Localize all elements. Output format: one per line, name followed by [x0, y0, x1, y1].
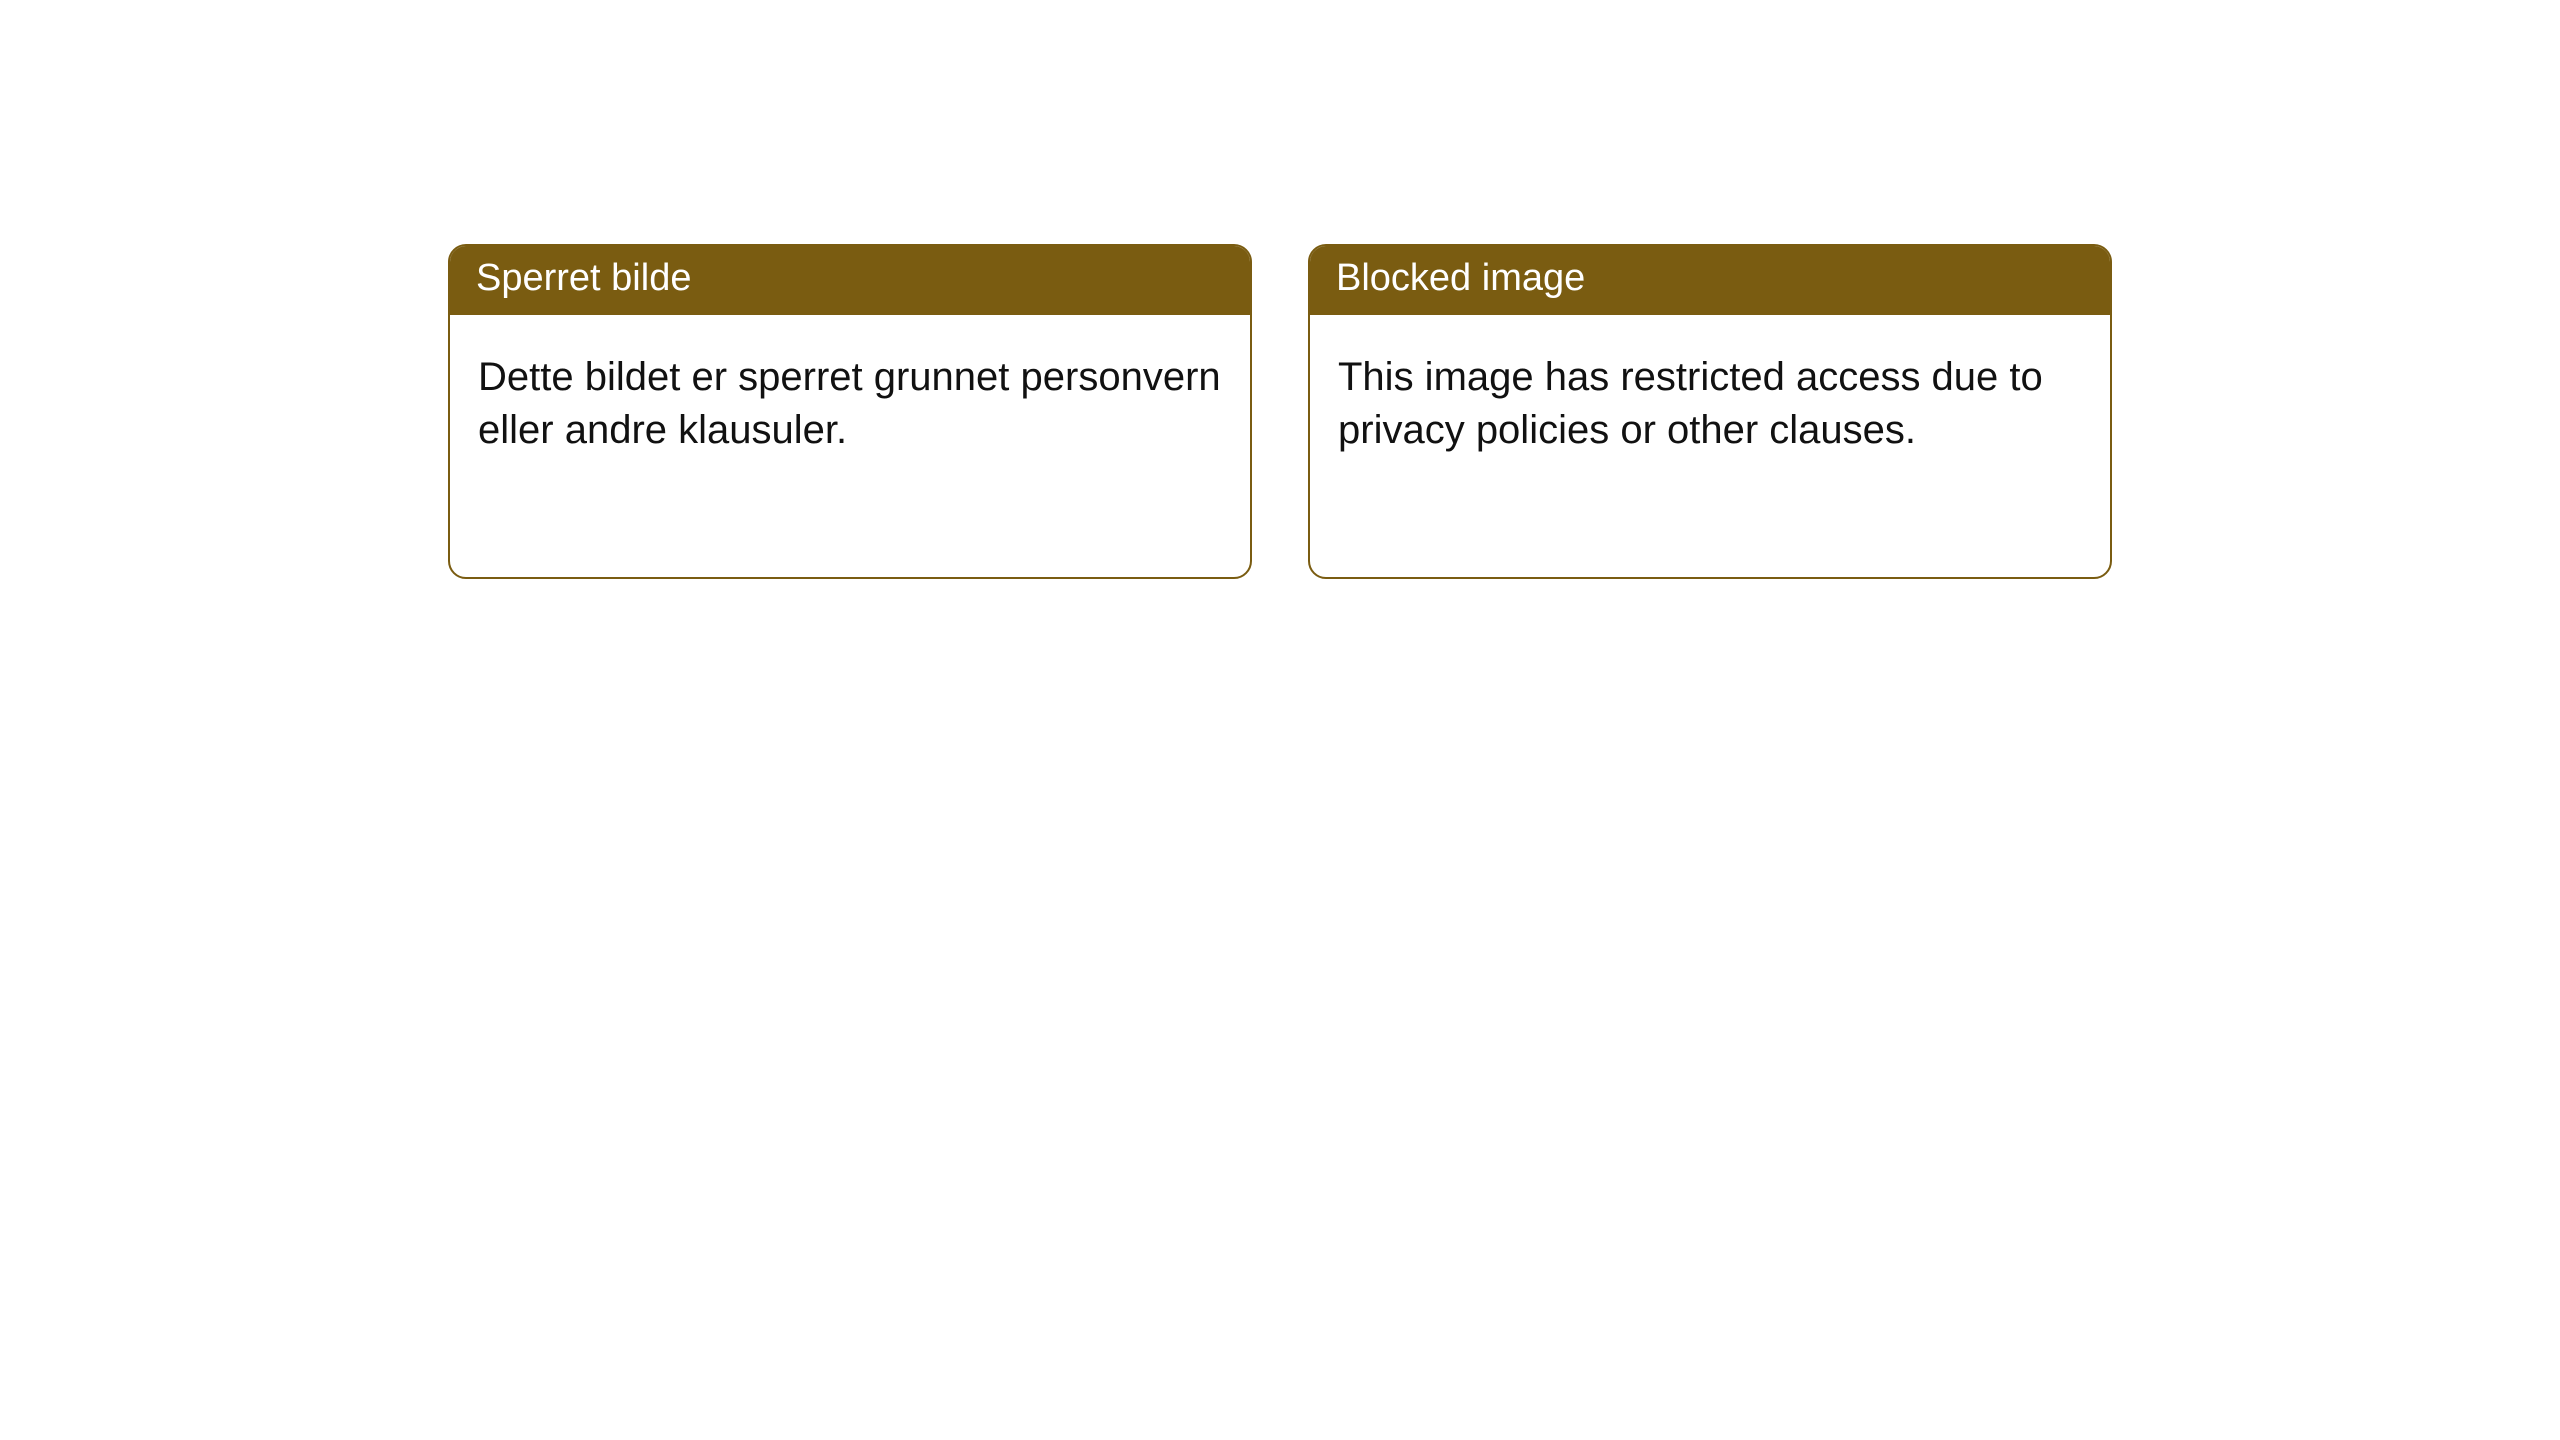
notice-card-english: Blocked image This image has restricted … — [1308, 244, 2112, 579]
notice-card-norwegian: Sperret bilde Dette bildet er sperret gr… — [448, 244, 1252, 579]
card-body-text: This image has restricted access due to … — [1310, 315, 2110, 577]
card-body-text: Dette bildet er sperret grunnet personve… — [450, 315, 1250, 577]
notice-cards-container: Sperret bilde Dette bildet er sperret gr… — [448, 244, 2112, 579]
card-header-title: Sperret bilde — [450, 246, 1250, 315]
card-header-title: Blocked image — [1310, 246, 2110, 315]
